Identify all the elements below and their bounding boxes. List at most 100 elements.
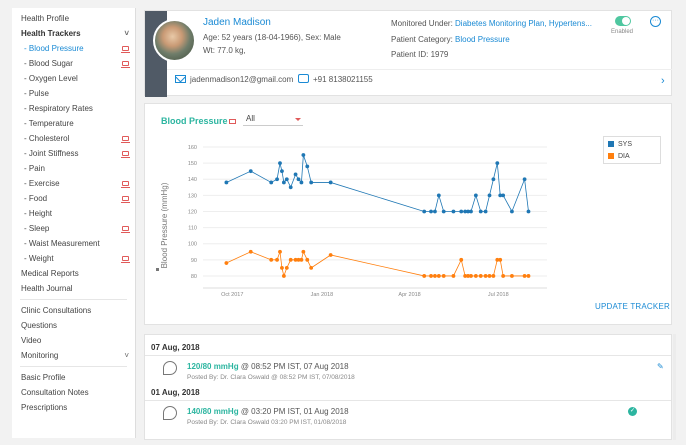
chevron-right-icon[interactable]: › [661,75,665,87]
legend-item-dia[interactable]: DIA [604,151,660,163]
sidebar-item-pulse[interactable]: - Pulse [12,86,135,101]
sidebar-item-video[interactable]: Video [12,333,135,348]
data-point-dia [473,274,478,278]
enabled-toggle[interactable] [615,16,631,26]
update-tracker-button[interactable]: UPDATE TRACKER [595,302,670,311]
sidebar-item-label: - Food [24,194,48,203]
tracker-laptop-icon [121,61,130,68]
sidebar-item-basic-profile[interactable]: Basic Profile [12,370,135,385]
sidebar-item-prescriptions[interactable]: Prescriptions [12,400,135,415]
data-point-sys [491,177,496,182]
stethoscope-icon [163,361,177,375]
data-point-dia [441,274,446,278]
patient-category-value[interactable]: Blood Pressure [455,35,510,44]
data-point-sys [293,172,298,177]
sidebar-item-weight[interactable]: - Weight [12,251,135,266]
sidebar-item-questions[interactable]: Questions [12,318,135,333]
scrollbar[interactable] [673,334,676,440]
data-point-sys [281,180,286,185]
data-point-sys [278,161,282,166]
data-point-dia [498,257,503,262]
sidebar-item-oxygen-level[interactable]: - Oxygen Level [12,71,135,86]
reading-value[interactable]: 120/80 mmHg [187,362,239,371]
sidebar-item-monitoring[interactable]: Monitoring ˅ [12,348,135,363]
data-point-sys [296,177,301,182]
sidebar-item-health-trackers[interactable]: Health Trackers ˅ [12,26,135,41]
patient-phone[interactable]: +91 8138021155 [313,75,373,84]
monitored-under-plans[interactable]: Diabetes Monitoring Plan, Hypertens... [455,19,592,28]
sidebar-item-clinic-consultations[interactable]: Clinic Consultations [12,303,135,318]
reading-posted-by: Posted By: Dr. Clara Oswald 03:20 PM IST… [187,419,347,426]
sidebar-item-respiratory-rates[interactable]: - Respiratory Rates [12,101,135,116]
sidebar-item-cholesterol[interactable]: - Cholesterol [12,131,135,146]
period-filter-select[interactable]: All [243,112,303,126]
sidebar-item-label: - Pain [24,164,45,173]
sidebar-item-temperature[interactable]: - Temperature [12,116,135,131]
data-point-sys [280,169,284,174]
monitored-under: Monitored Under: Diabetes Monitoring Pla… [391,19,592,28]
data-point-dia [422,274,427,278]
edit-icon[interactable]: ✎ [657,362,664,371]
sidebar-item-blood-pressure[interactable]: - Blood Pressure [12,41,135,56]
y-tick-label: 90 [191,258,197,264]
reading-date-heading: 01 Aug, 2018 [151,388,200,397]
sidebar-item-label: Consultation Notes [21,388,89,397]
y-tick-label: 100 [188,242,197,248]
data-point-dia [478,274,483,278]
y-tick-label: 140 [188,177,197,183]
sidebar-item-waist-measurement[interactable]: - Waist Measurement [12,236,135,251]
sidebar-item-health-journal[interactable]: Health Journal [12,281,135,296]
reading-date-divider [145,355,671,356]
sidebar-item-joint-stiffness[interactable]: - Joint Stiffness [12,146,135,161]
sidebar-item-pain[interactable]: - Pain [12,161,135,176]
data-point-sys [305,164,310,169]
data-point-sys [436,193,441,198]
data-point-dia [278,249,282,254]
enabled-label: Enabled [611,29,634,35]
data-point-sys [483,209,488,214]
sidebar-item-medical-reports[interactable]: Medical Reports [12,266,135,281]
data-point-sys [269,180,274,185]
data-point-sys [328,180,333,185]
patient-profile-card: Jaden Madison Age: 52 years (18-04-1966)… [144,10,672,97]
sidebar-item-blood-sugar[interactable]: - Blood Sugar [12,56,135,71]
sidebar-item-label: Monitoring [21,351,59,360]
check-circle-icon[interactable]: ✓ [628,407,637,416]
sidebar-item-height[interactable]: - Height [12,206,135,221]
data-point-dia [495,257,500,262]
data-point-sys [248,169,253,174]
patient-email[interactable]: jadenmadison12@gmail.com [190,75,294,84]
patient-weight: Wt: 77.0 kg, [203,46,246,55]
sidebar-item-exercise[interactable]: - Exercise [12,176,135,191]
sidebar-item-label: - Respiratory Rates [24,104,93,113]
blood-pressure-chart: 80 90 100 110 120 130 140 150 160 Oct 2017 Jan 201… [156,145,547,298]
data-point-dia [469,274,473,278]
sidebar-separator [20,366,127,367]
sidebar-item-consultation-notes[interactable]: Consultation Notes [12,385,135,400]
phone-icon [298,74,309,83]
patient-name[interactable]: Jaden Madison [203,17,271,28]
sidebar-item-label: - Waist Measurement [24,239,100,248]
more-options-icon[interactable]: ··· [650,16,661,27]
sidebar-item-label: - Sleep [24,224,50,233]
sidebar-item-sleep[interactable]: - Sleep [12,221,135,236]
y-tick-label: 150 [188,161,197,167]
sidebar-item-health-profile[interactable]: Health Profile [12,11,135,26]
data-point-sys [501,193,506,198]
data-point-sys [275,177,279,182]
data-point-sys [422,209,427,214]
data-point-dia [510,274,514,278]
sidebar-item-label: Health Trackers [21,29,81,38]
chart-legend: SYS DIA [603,136,661,164]
tracker-laptop-icon [121,181,130,188]
reading-value[interactable]: 140/80 mmHg [187,407,239,416]
reading-date-divider [145,400,671,401]
sidebar-item-label: Video [21,336,42,345]
sidebar-item-label: Health Journal [21,284,73,293]
sidebar-item-label: Questions [21,321,58,330]
tracker-laptop-icon [121,256,130,263]
y-tick-label: 130 [188,193,197,199]
legend-item-sys[interactable]: SYS [604,139,660,151]
sidebar-item-food[interactable]: - Food [12,191,135,206]
sidebar-item-label: Basic Profile [21,373,66,382]
